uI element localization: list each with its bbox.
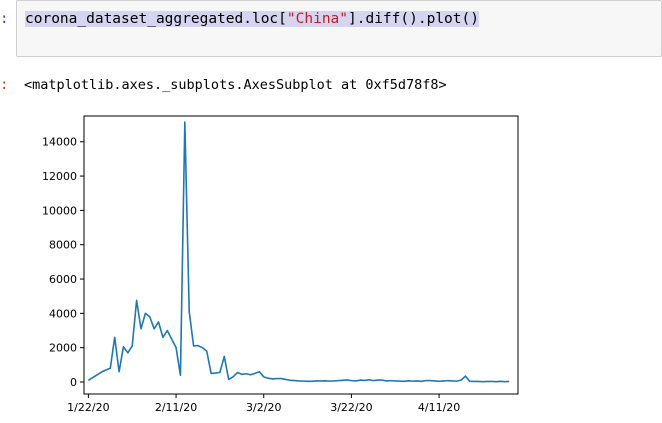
y-tick-label: 2000 <box>49 342 77 355</box>
x-tick-label: 2/11/20 <box>155 401 197 414</box>
x-tick-label: 3/2/20 <box>246 401 281 414</box>
code-line[interactable]: corona_dataset_aggregated.loc["China"].d… <box>25 9 479 29</box>
code-prefix: corona_dataset_aggregated.loc[ <box>25 11 287 27</box>
code-input-cell[interactable]: corona_dataset_aggregated.loc["China"].d… <box>16 0 662 57</box>
code-suffix: ].diff().plot() <box>348 11 479 27</box>
output-repr: <matplotlib.axes._subplots.AxesSubplot a… <box>24 77 447 93</box>
x-axis: 1/22/20 2/11/20 3/2/20 3/22/20 4/11/20 <box>67 394 460 414</box>
y-tick-label: 4000 <box>49 307 77 320</box>
y-tick-label: 6000 <box>49 273 77 286</box>
code-string: "China" <box>286 11 349 27</box>
y-axis: 0 2000 4000 6000 8000 10000 12000 14000 <box>42 136 84 389</box>
y-tick-label: 10000 <box>42 204 77 217</box>
plot-frame <box>83 115 519 395</box>
output-prompt: : <box>0 77 9 93</box>
line-chart: 0 2000 4000 6000 8000 10000 12000 14000 1/22/20… <box>42 115 519 414</box>
x-tick-label: 1/22/20 <box>67 401 109 414</box>
y-tick-label: 0 <box>70 376 77 389</box>
code-selection: corona_dataset_aggregated.loc["China"].d… <box>25 11 479 27</box>
input-prompt: : <box>0 11 9 27</box>
y-tick-label: 14000 <box>42 136 77 149</box>
y-tick-label: 8000 <box>49 239 77 252</box>
x-tick-label: 3/22/20 <box>330 401 372 414</box>
series-line <box>87 121 510 383</box>
x-tick-label: 4/11/20 <box>418 401 460 414</box>
y-tick-label: 12000 <box>42 170 77 183</box>
